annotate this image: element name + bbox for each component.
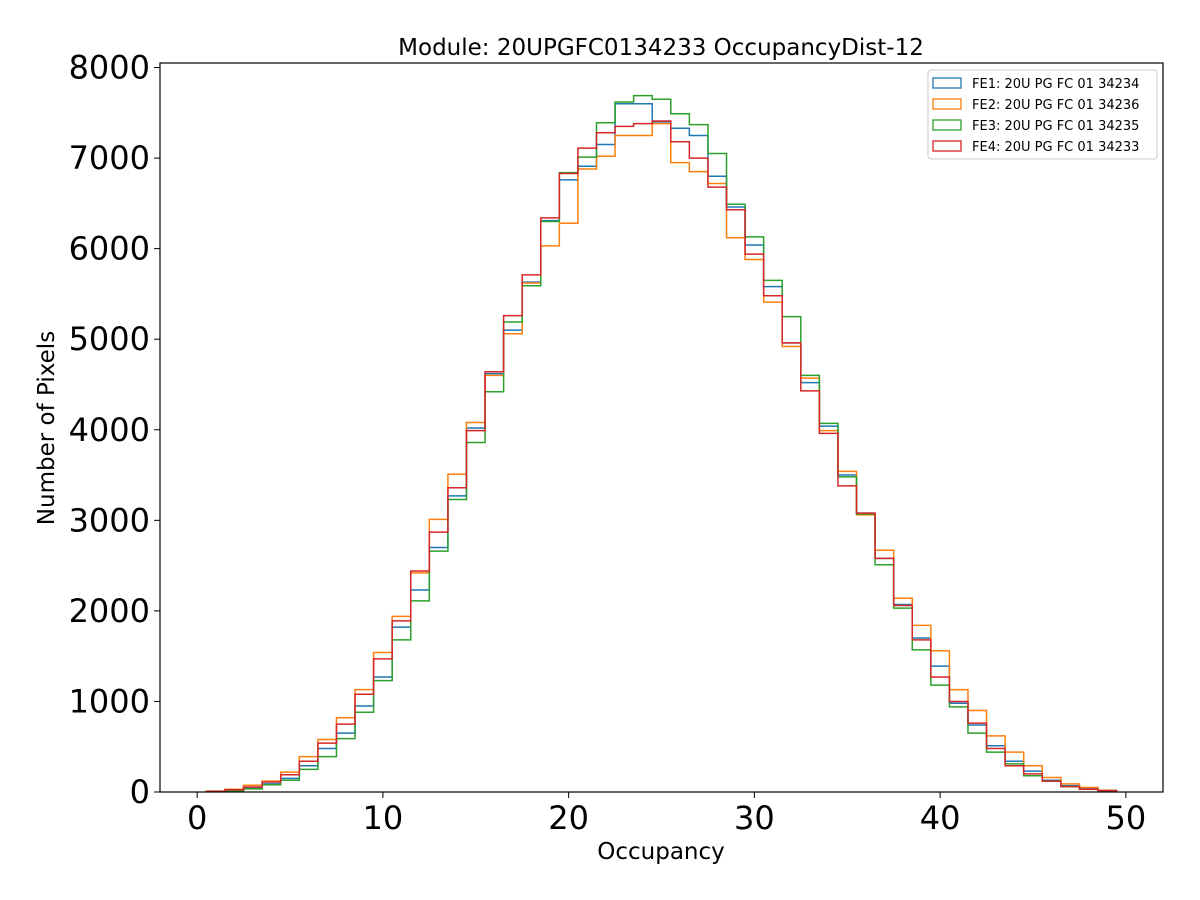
x-tick-label: 20	[548, 799, 589, 837]
legend-label: FE3: 20U PG FC 01 34235	[972, 119, 1139, 134]
y-axis-label: Number of Pixels	[34, 331, 60, 525]
series-line-fe2	[205, 122, 1118, 792]
plot-frame	[159, 62, 1164, 793]
x-tick-label: 10	[363, 799, 404, 837]
x-tick-label: 30	[734, 799, 775, 837]
y-axis-ticks: 0 1000 2000 3000 4000 5000 6000 7000 8000	[69, 49, 160, 811]
series-line-fe3	[205, 94, 1118, 793]
y-tick-label: 0	[130, 773, 150, 811]
legend-label: FE2: 20U PG FC 01 34236	[972, 98, 1139, 113]
legend-box	[927, 69, 1158, 160]
x-tick-label: 40	[920, 799, 961, 837]
y-tick-label: 4000	[69, 411, 150, 449]
legend-swatch	[932, 119, 962, 131]
x-axis-label: Occupancy	[597, 839, 725, 865]
legend-swatch	[932, 98, 962, 110]
series-layer	[205, 94, 1118, 793]
series-line-fe4	[205, 120, 1118, 793]
y-tick-label: 8000	[69, 49, 150, 87]
legend-swatch	[932, 140, 962, 152]
y-tick-label: 2000	[69, 592, 150, 630]
chart-title: Module: 20UPGFC0134233 OccupancyDist-12	[398, 35, 924, 61]
legend-label: FE4: 20U PG FC 01 34233	[972, 140, 1139, 155]
x-axis-ticks: 0 10 20 30 40 50	[187, 792, 1146, 837]
y-tick-label: 3000	[69, 501, 150, 539]
y-tick-label: 5000	[69, 320, 150, 358]
legend-label: FE1: 20U PG FC 01 34234	[972, 77, 1139, 92]
x-tick-label: 50	[1105, 799, 1146, 837]
legend: FE1: 20U PG FC 01 34234 FE2: 20U PG FC 01…	[927, 69, 1158, 160]
y-tick-label: 1000	[69, 682, 150, 720]
x-tick-label: 0	[187, 799, 207, 837]
series-line-fe1	[205, 103, 1118, 793]
legend-swatch	[932, 77, 962, 89]
y-tick-label: 7000	[69, 139, 150, 177]
y-tick-label: 6000	[69, 230, 150, 268]
